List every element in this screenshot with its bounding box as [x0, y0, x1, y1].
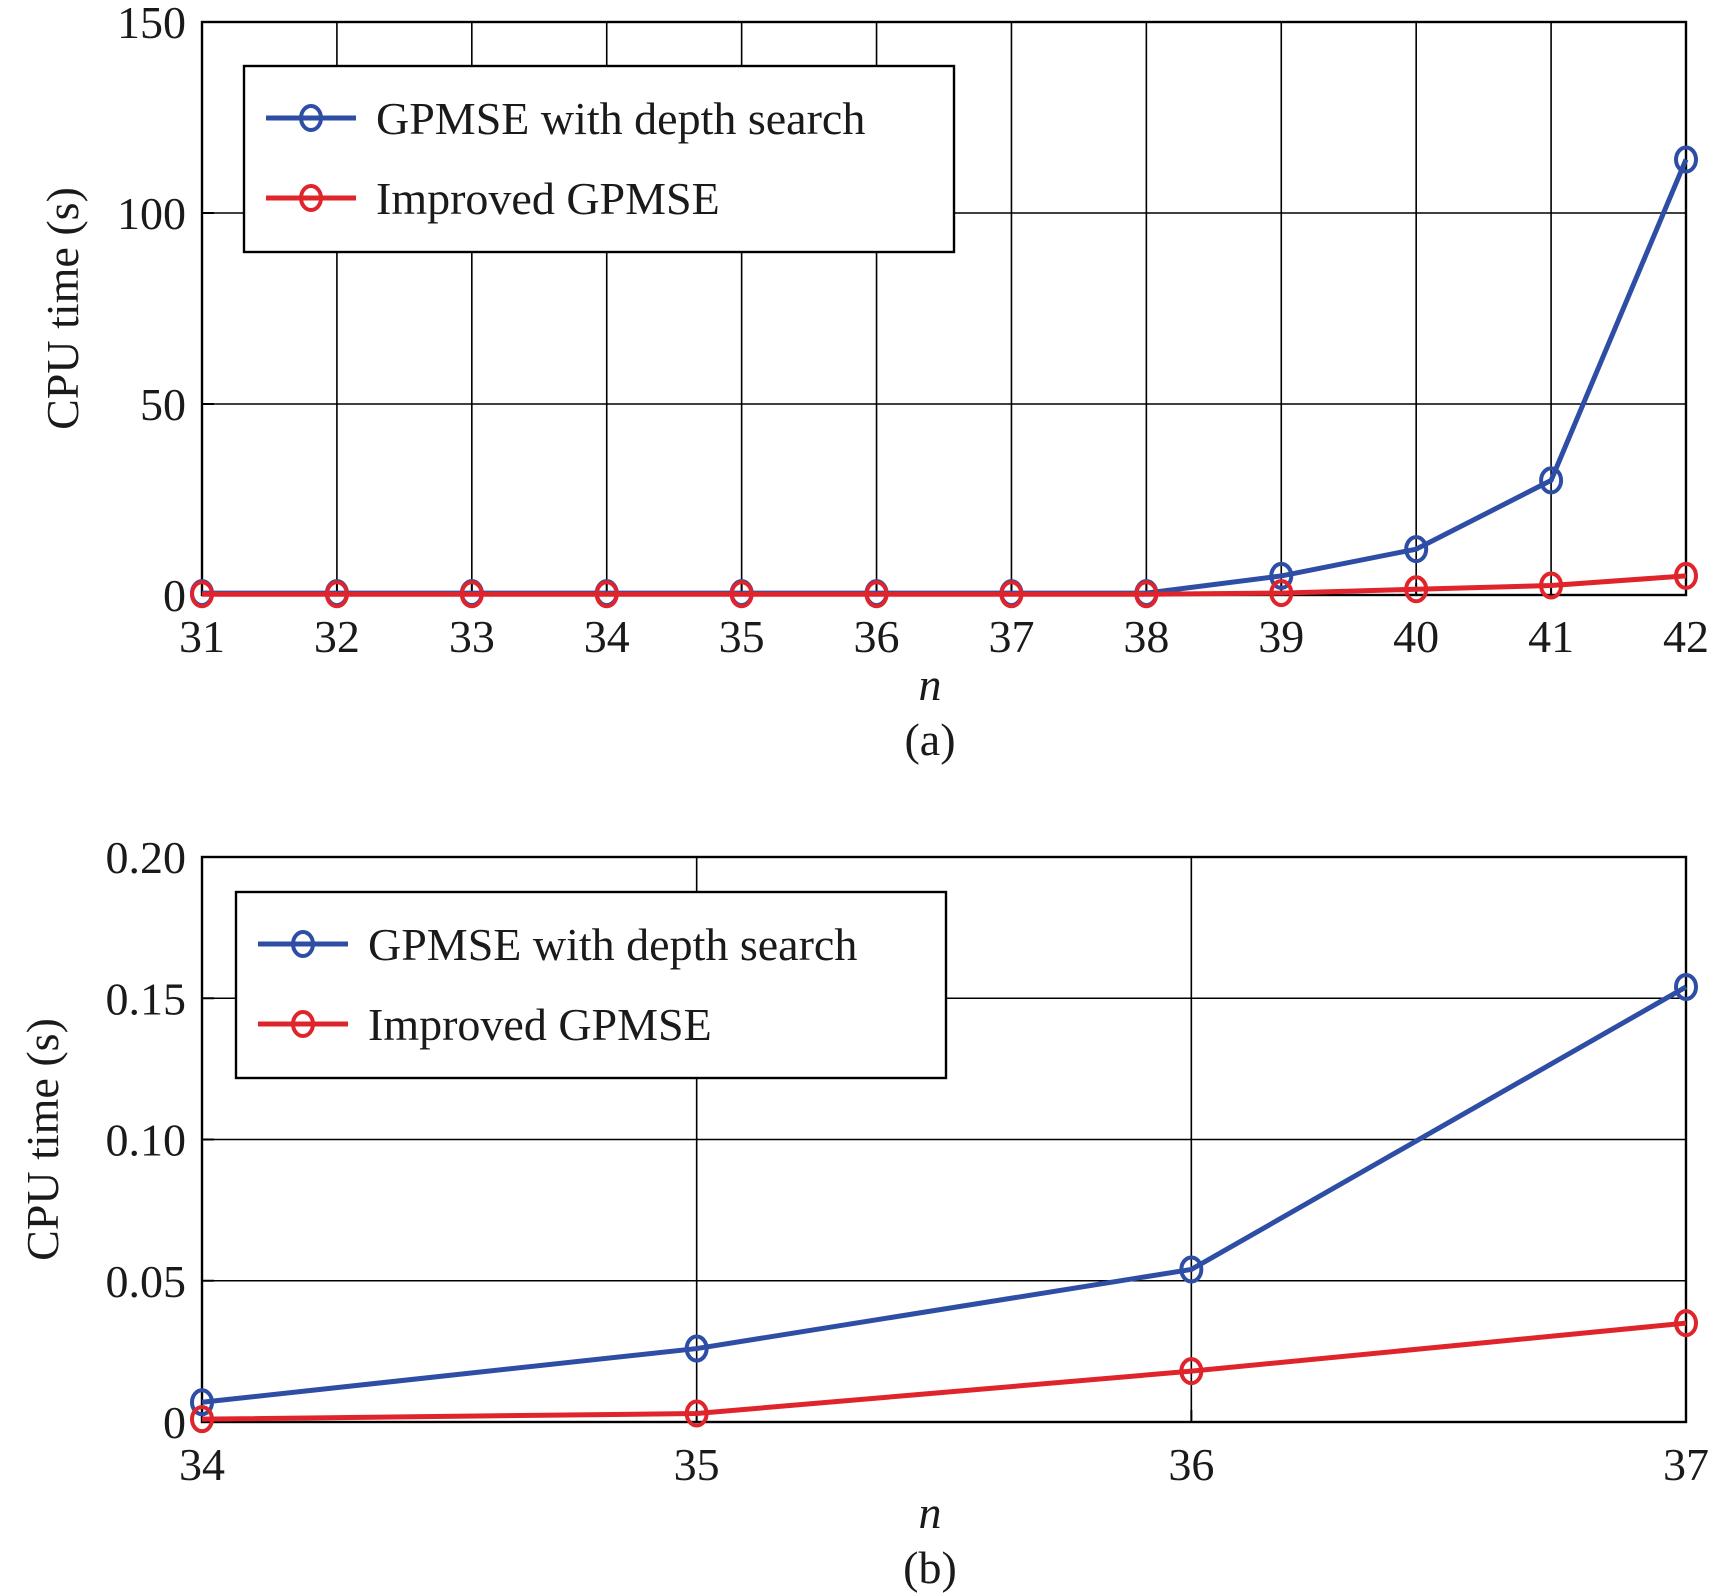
y-axis-label: CPU time (s) — [37, 187, 88, 430]
data-point-marker — [1674, 972, 1698, 1001]
y-tick-label: 0 — [163, 570, 186, 621]
series-line-1 — [201, 1320, 1687, 1422]
data-point-marker — [1134, 580, 1159, 609]
data-point-marker — [729, 580, 754, 609]
x-tick-label: 37 — [1663, 1439, 1709, 1490]
data-point-marker — [1674, 1309, 1698, 1338]
data-point-marker — [684, 1399, 709, 1428]
data-point-marker — [594, 580, 619, 609]
x-tick-label: 32 — [314, 611, 360, 662]
panel-caption: (b) — [903, 1542, 957, 1593]
x-tick-label: 42 — [1663, 611, 1709, 662]
legend-swatch-marker — [299, 184, 323, 212]
data-point-marker — [1179, 1357, 1204, 1386]
legend-entry-label: Improved GPMSE — [368, 999, 712, 1050]
data-point-marker — [190, 1405, 214, 1434]
legend-box — [234, 890, 948, 1080]
chart-panel-a: 31 32 33 34 35 36 37 38 39 40 41 42 0 50 100 150 CPU tim… — [37, 0, 1709, 765]
y-tick-label: 0.15 — [106, 973, 187, 1024]
x-tick-label: 31 — [179, 611, 225, 662]
legend-swatch-marker — [291, 930, 315, 958]
data-point-marker — [864, 580, 889, 609]
data-point-marker — [1269, 561, 1294, 590]
legend-entry-label: GPMSE with depth search — [368, 919, 857, 970]
chart-panel-b: 34 35 36 37 0 0.05 0.10 0.15 0.20 CPU time (s) n(b… — [17, 832, 1709, 1593]
x-tick-label: 34 — [179, 1439, 225, 1490]
legend-box — [242, 64, 956, 254]
x-tick-label: 41 — [1528, 611, 1574, 662]
data-point-marker — [1269, 579, 1294, 608]
y-tick-label: 150 — [117, 0, 186, 48]
panel-caption: (a) — [904, 714, 955, 765]
x-tick-label: 40 — [1393, 611, 1439, 662]
y-tick-label: 100 — [117, 188, 186, 239]
x-tick-label: 38 — [1123, 611, 1169, 662]
data-point-marker — [684, 1334, 709, 1363]
data-point-marker — [190, 1388, 214, 1417]
legend-swatch-marker — [291, 1010, 315, 1038]
legend-entry-label: Improved GPMSE — [376, 173, 720, 224]
data-point-marker — [1539, 466, 1564, 495]
y-tick-label: 0 — [163, 1397, 186, 1448]
legend-swatch-marker — [299, 104, 323, 132]
data-point-marker — [1404, 535, 1429, 564]
data-point-marker — [1179, 1255, 1204, 1284]
x-tick-label: 35 — [674, 1439, 720, 1490]
y-tick-label: 0.05 — [106, 1256, 187, 1307]
legend-entry-label: GPMSE with depth search — [376, 93, 865, 144]
x-tick-label: 35 — [719, 611, 765, 662]
x-tick-label: 33 — [449, 611, 495, 662]
x-axis-label: n — [919, 1487, 942, 1538]
x-tick-label: 34 — [584, 611, 630, 662]
series-line-1 — [202, 573, 1687, 597]
y-tick-label: 0.20 — [106, 832, 187, 883]
y-tick-label: 50 — [140, 379, 186, 430]
series-line-0 — [201, 984, 1688, 1405]
data-point-marker — [1539, 571, 1564, 600]
data-point-marker — [190, 580, 214, 609]
x-tick-label: 36 — [1168, 1439, 1214, 1490]
data-point-marker — [459, 580, 484, 609]
data-point-marker — [1404, 575, 1429, 604]
x-axis-label: n — [919, 659, 942, 710]
data-point-marker — [1674, 561, 1698, 590]
y-tick-label: 0.10 — [106, 1115, 187, 1166]
data-point-marker — [324, 580, 349, 609]
x-tick-label: 37 — [988, 611, 1034, 662]
x-tick-label: 39 — [1258, 611, 1304, 662]
y-axis-label: CPU time (s) — [17, 1018, 68, 1261]
data-point-marker — [999, 580, 1024, 609]
x-tick-label: 36 — [854, 611, 900, 662]
data-point-marker — [1674, 145, 1698, 174]
